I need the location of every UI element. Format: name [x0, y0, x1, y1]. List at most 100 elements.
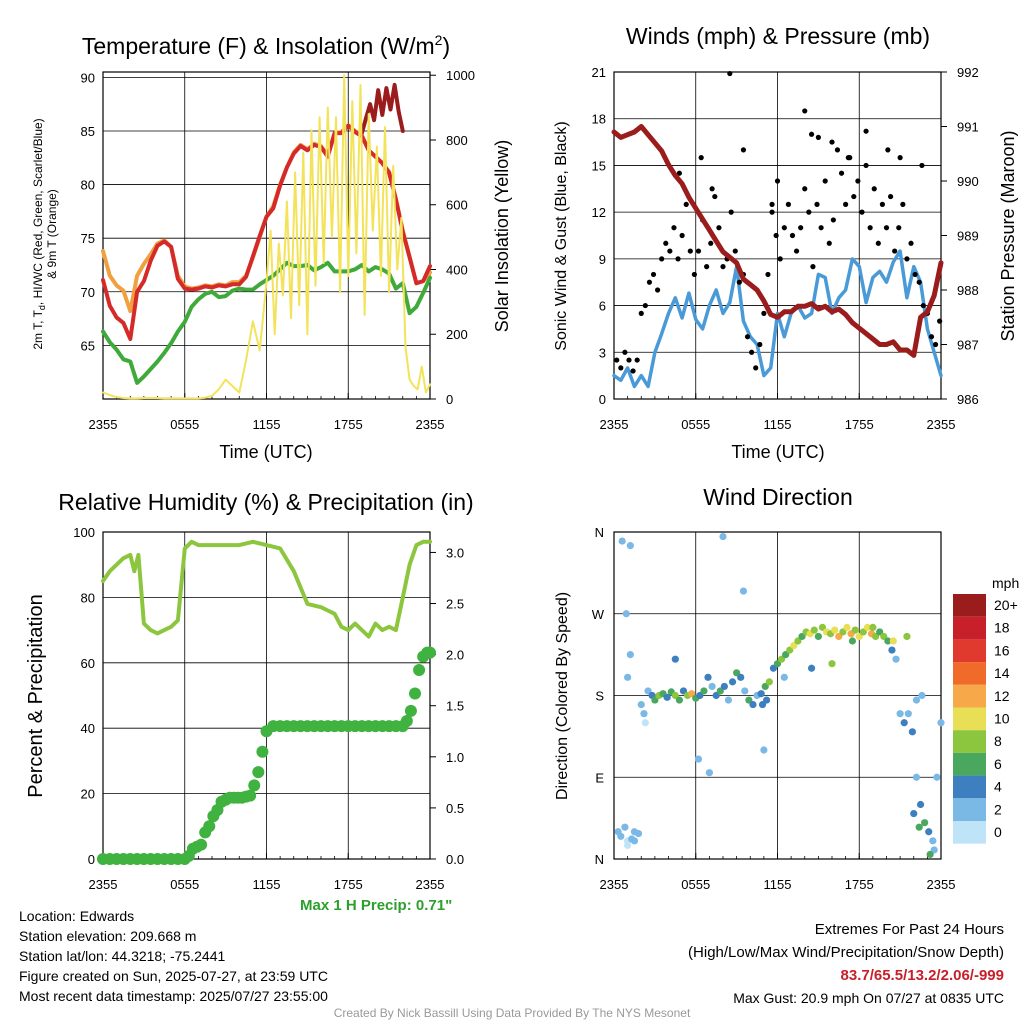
y2-tick-label: 200: [446, 327, 468, 342]
x-tick-label: 2355: [416, 417, 445, 432]
direction-point: [617, 832, 625, 840]
y-tick-label: N: [595, 525, 604, 540]
y-tick-label: W: [592, 607, 605, 622]
x-tick-label: 0555: [170, 877, 199, 892]
direction-point: [926, 850, 934, 859]
colorbar-swatch: [953, 639, 986, 663]
x-tick-label: 2355: [600, 417, 629, 432]
gust-point: [773, 232, 779, 239]
direction-point: [663, 693, 671, 701]
y-tick-label: 80: [81, 590, 95, 605]
gust-point: [896, 225, 902, 231]
td-subscript: d: [37, 305, 47, 310]
credit-text: Created By Nick Bassill Using Data Provi…: [333, 1006, 691, 1020]
gust-point: [883, 225, 890, 231]
y-tick-label: 75: [81, 231, 95, 246]
direction-point: [889, 637, 897, 645]
direction-point: [760, 746, 768, 754]
y-axis-label-line2: & 9m T (Orange): [45, 189, 59, 279]
direction-point: [904, 710, 912, 718]
colorbar-label: 18: [994, 620, 1010, 636]
max-precip-annotation: Max 1 H Precip: 0.71": [300, 897, 453, 914]
gust-point: [622, 349, 628, 355]
gust-point: [897, 155, 903, 161]
gust-point: [638, 310, 644, 316]
colorbar-swatch: [953, 684, 986, 708]
gust-point: [900, 201, 906, 207]
y-tick-label: 20: [81, 787, 95, 802]
x-tick-label: 2355: [927, 417, 956, 432]
title-tail: ): [442, 33, 450, 59]
direction-point: [780, 673, 788, 681]
direction-point: [869, 623, 877, 631]
gust-point: [879, 201, 886, 207]
gust-point: [928, 334, 935, 340]
gust-point: [740, 147, 747, 153]
gust-point: [695, 248, 702, 254]
gust-point: [667, 248, 673, 254]
y2-tick-label: 0.0: [446, 852, 464, 867]
y-axis-label: Direction (Colored By Speed): [554, 592, 571, 800]
colorbar-swatch: [953, 594, 986, 617]
direction-point: [765, 678, 773, 686]
direction-point: [810, 626, 818, 634]
colorbar-label: 8: [994, 733, 1002, 749]
x-tick-label: 1755: [334, 417, 363, 432]
gust-point: [753, 365, 759, 371]
wind-direction-chart: 2355 0555 1155 1755 2355 N E S W N Wind Direction D…: [554, 484, 1019, 892]
chart-title: Relative Humidity (%) & Precipitation (i…: [58, 489, 473, 515]
y-tick-label: 90: [81, 70, 95, 85]
direction-point: [675, 696, 684, 704]
direction-point: [916, 800, 925, 809]
gust-point: [744, 334, 751, 340]
gust-point: [806, 209, 812, 215]
gust-point: [774, 178, 781, 184]
gust-point: [808, 131, 815, 137]
colorbar-title: mph: [992, 575, 1019, 591]
yellow-series-line: [102, 74, 431, 400]
direction-point: [933, 773, 941, 781]
x-tick-label: 2355: [89, 417, 118, 432]
elevation-text: Station elevation: 209.668 m: [19, 928, 197, 944]
gust-point: [683, 201, 689, 207]
gust-point: [634, 357, 640, 363]
max-gust-text: Max Gust: 20.9 mph On 07/27 at 0835 UTC: [733, 990, 1004, 1006]
y2-tick-label: 0.5: [446, 801, 464, 816]
precip-point: [424, 646, 436, 659]
gust-point: [618, 365, 624, 371]
gust-point: [630, 368, 636, 374]
gust-point: [679, 232, 685, 239]
created-text: Figure created on Sun, 2025-07-27, at 23…: [19, 968, 328, 984]
direction-point: [618, 537, 626, 545]
gust-point: [642, 302, 648, 309]
gust-point: [937, 318, 943, 324]
extremes-title: Extremes For Past 24 Hours: [814, 921, 1004, 938]
y2-tick-label: 992: [957, 65, 979, 80]
gust-point: [671, 225, 677, 231]
winds-pressure-chart: 2355 0555 1155 1755 2355 0 3 6 9 12 15 18 21 986 987 98…: [553, 23, 1018, 462]
direction-point: [624, 673, 632, 681]
direction-point: [814, 632, 822, 641]
y-axis-label: Percent & Precipitation: [25, 594, 47, 797]
precip-point: [256, 745, 269, 758]
gust-point: [708, 240, 714, 246]
colorbar-swatch: [953, 707, 986, 731]
direction-point: [900, 719, 908, 727]
gust-point: [727, 70, 733, 77]
direction-point: [848, 637, 857, 645]
humidity-precip-chart: 2355 0555 1155 1755 2355 0 20 40 60 80 100 0.0 0.5 1.…: [25, 489, 474, 892]
y2-tick-label: 1000: [446, 68, 475, 83]
y2-tick-label: 400: [446, 262, 468, 277]
colorbar-label: 14: [994, 665, 1010, 681]
chart-title: Wind Direction: [703, 484, 853, 510]
y-axis-label-rest: , HI/WC (Red, Green, Scarlet/Blue): [31, 118, 45, 305]
gust-point: [920, 302, 926, 309]
gust-point: [769, 209, 775, 215]
precip-point: [400, 715, 413, 728]
gust-point: [732, 248, 738, 254]
gust-point: [650, 271, 657, 278]
gust-point: [834, 147, 841, 153]
direction-point: [763, 696, 771, 704]
direction-point: [737, 673, 745, 681]
